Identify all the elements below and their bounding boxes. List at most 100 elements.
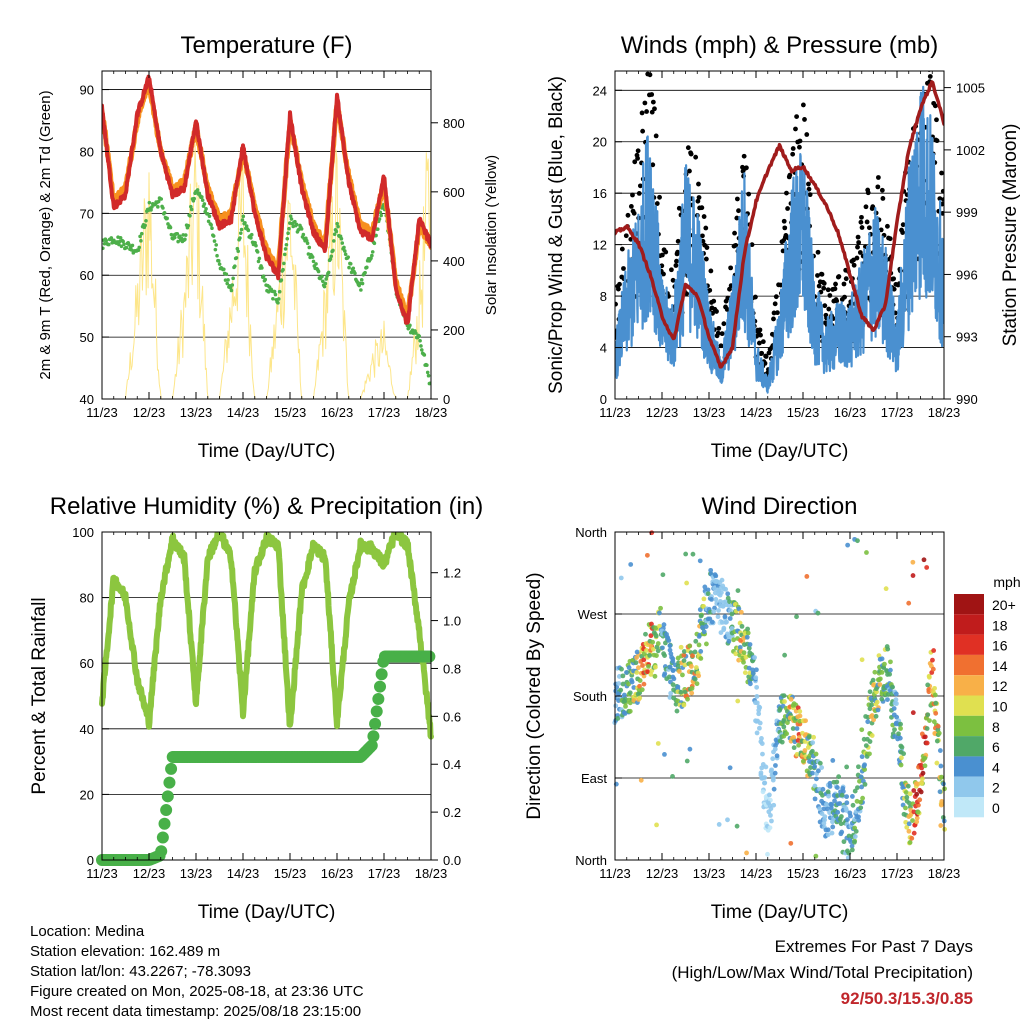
direction-point xyxy=(623,703,628,709)
direction-point xyxy=(938,763,944,769)
direction-point xyxy=(896,731,901,737)
dewpoint-point xyxy=(314,262,318,266)
direction-point xyxy=(803,718,808,724)
direction-point xyxy=(762,775,768,780)
direction-point xyxy=(828,805,834,811)
gust-point xyxy=(790,151,796,157)
direction-point xyxy=(897,735,903,741)
gust-point xyxy=(623,233,629,239)
direction-point xyxy=(932,685,937,691)
gust-point xyxy=(785,206,790,211)
direction-point xyxy=(629,677,634,683)
direction-point xyxy=(621,692,627,698)
dewpoint-point xyxy=(183,233,188,237)
dewpoint-point xyxy=(414,331,418,335)
direction-point xyxy=(622,711,628,716)
gust-point xyxy=(644,109,649,114)
gust-point xyxy=(642,100,648,106)
dewpoint-point xyxy=(211,234,216,238)
direction-point xyxy=(898,721,903,727)
direction-point xyxy=(882,661,887,667)
direction-point xyxy=(681,702,687,708)
dewpoint-point xyxy=(147,200,152,205)
y2-tick-label: 1.0 xyxy=(443,614,461,629)
gust-point xyxy=(771,316,776,322)
direction-point xyxy=(876,653,882,659)
direction-point xyxy=(680,672,685,678)
direction-point xyxy=(856,814,861,820)
dewpoint-point xyxy=(358,281,362,286)
direction-point xyxy=(747,681,753,687)
gust-point xyxy=(675,249,681,255)
precip-point xyxy=(369,717,382,730)
direction-point xyxy=(938,823,944,828)
gust-point xyxy=(661,271,666,277)
direction-point xyxy=(904,794,910,800)
x-tick-label: 14/23 xyxy=(740,866,773,881)
dewpoint-point xyxy=(217,262,222,266)
direction-point xyxy=(771,802,777,808)
gust-point xyxy=(800,102,806,108)
y2-tick-label: 800 xyxy=(443,116,465,131)
x-tick-label: 11/23 xyxy=(599,405,631,420)
dewpoint-point xyxy=(130,243,135,248)
direction-point xyxy=(812,796,818,802)
dewpoint-point xyxy=(225,281,230,286)
dewpoint-point xyxy=(139,239,143,243)
legend-swatch xyxy=(954,736,984,757)
direction-point xyxy=(627,708,633,714)
gust-point xyxy=(891,286,897,292)
direction-point xyxy=(648,672,654,677)
direction-point xyxy=(894,714,900,720)
gust-point xyxy=(756,340,762,346)
direction-point xyxy=(824,801,829,807)
gust-point xyxy=(815,249,821,255)
dewpoint-point xyxy=(328,257,333,261)
direction-point xyxy=(922,734,928,740)
dewpoint-point xyxy=(418,339,422,343)
dewpoint-point xyxy=(102,246,105,251)
x-tick-label: 16/23 xyxy=(834,866,867,881)
direction-point xyxy=(705,591,711,597)
direction-point xyxy=(760,751,765,757)
direction-point xyxy=(744,634,750,640)
y-tick-label: North xyxy=(575,853,607,868)
gust-point xyxy=(670,277,676,283)
legend-title: mph xyxy=(993,574,1020,590)
direction-point xyxy=(893,691,899,697)
legend-label: 10 xyxy=(992,699,1008,715)
direction-point xyxy=(845,848,850,854)
dewpoint-point xyxy=(271,296,275,301)
direction-point xyxy=(921,557,927,563)
direction-point xyxy=(797,709,803,714)
direction-point xyxy=(692,676,698,682)
direction-point xyxy=(810,748,815,754)
direction-point xyxy=(887,671,893,677)
dewpoint-point xyxy=(234,256,239,260)
direction-point xyxy=(825,832,831,838)
direction-point xyxy=(894,701,899,707)
dewpoint-point xyxy=(425,370,430,375)
direction-point xyxy=(709,619,715,625)
direction-point xyxy=(666,674,672,680)
direction-point xyxy=(639,687,645,693)
dewpoint-point xyxy=(202,202,207,206)
gust-point xyxy=(816,283,822,289)
gust-point xyxy=(674,258,679,264)
gust-point xyxy=(734,196,740,202)
dewpoint-point xyxy=(273,292,278,297)
dewpoint-point xyxy=(204,207,208,211)
direction-point xyxy=(875,707,881,713)
direction-point xyxy=(834,785,840,790)
direction-point xyxy=(759,735,764,741)
direction-point xyxy=(863,743,869,749)
direction-point xyxy=(736,606,742,612)
direction-point xyxy=(762,780,768,786)
x-tick-label: 17/23 xyxy=(881,405,914,420)
x-tick-label: 17/23 xyxy=(881,866,914,881)
legend-swatch xyxy=(954,675,984,696)
dewpoint-point xyxy=(343,249,347,253)
x-tick-label: 18/23 xyxy=(928,866,961,881)
direction-y-axis-label: Direction (Colored By Speed) xyxy=(524,572,545,819)
winds-y2-axis-label: Station Pressure (Maroon) xyxy=(1000,124,1021,347)
